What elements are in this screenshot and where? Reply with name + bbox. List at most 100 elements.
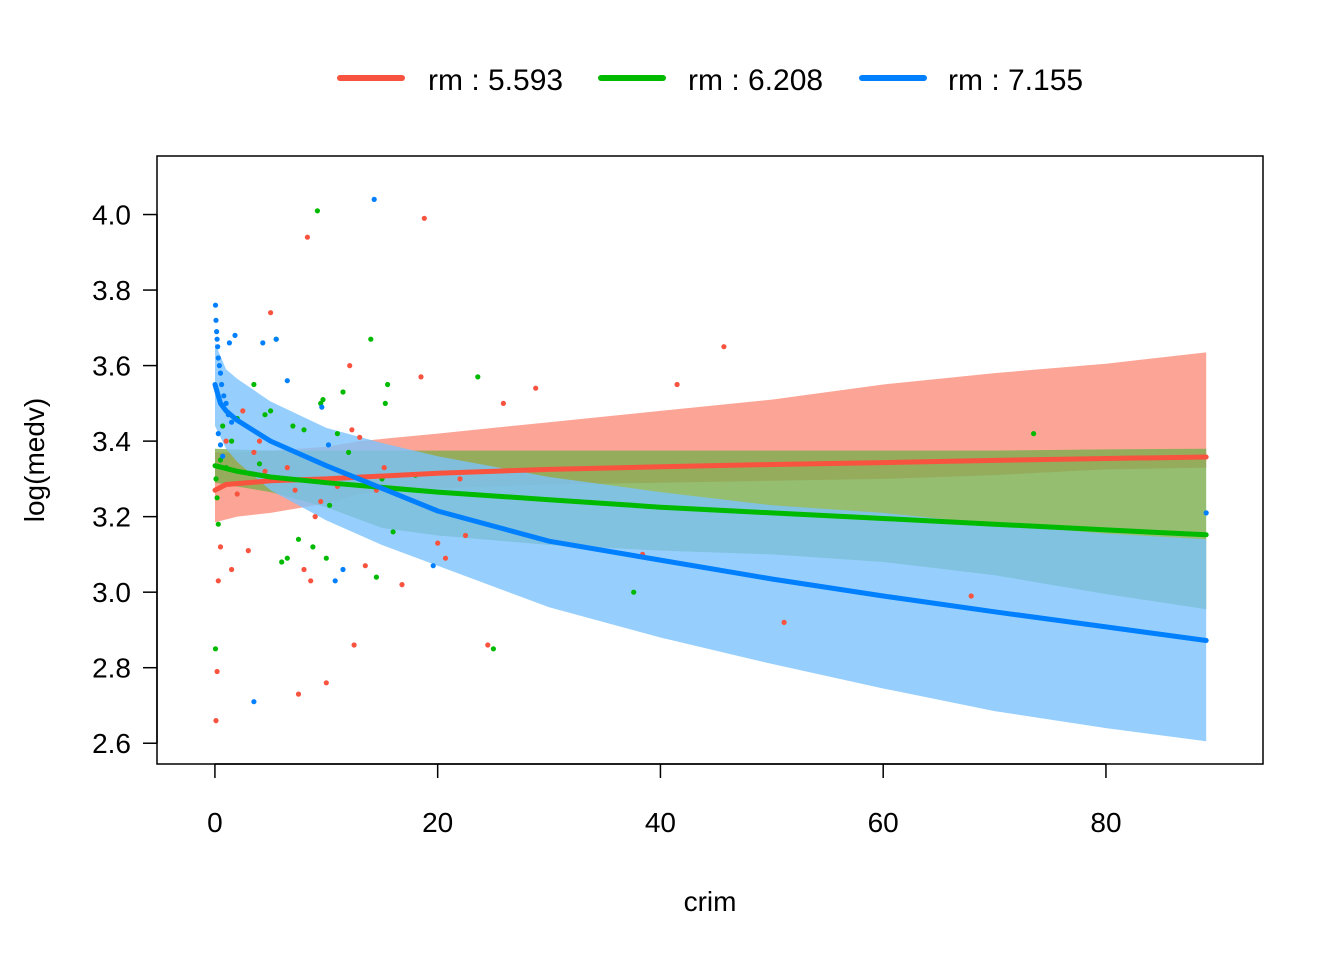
legend: rm : 5.593 rm : 6.208 rm : 7.155	[337, 64, 1083, 97]
data-point-series-3	[284, 378, 290, 384]
data-point-series-1	[213, 718, 219, 724]
data-point-series-3	[232, 332, 238, 338]
data-point-series-1	[347, 363, 353, 369]
data-point-series-2	[217, 457, 224, 463]
y-tick-label: 2.8	[92, 653, 131, 684]
legend-label-series-3: rm : 7.155	[948, 64, 1083, 97]
fit-line-series-3	[212, 382, 1209, 643]
legend-label-series-2: rm : 6.208	[688, 64, 823, 97]
data-point-series-3	[217, 442, 224, 448]
data-point-series-1	[215, 578, 221, 584]
data-point-series-2	[385, 381, 391, 388]
fit-curves	[212, 382, 1209, 643]
confidence-band-series-3	[215, 342, 1207, 742]
data-point-series-2	[373, 574, 379, 580]
confidence-bands	[215, 342, 1207, 742]
fit-line-series-1	[212, 454, 1209, 493]
fit-line-series-2	[212, 463, 1209, 538]
x-tick-label: 80	[1090, 807, 1121, 838]
data-point-series-3	[332, 578, 338, 584]
data-point-series-3	[371, 196, 377, 202]
data-point-series-1	[442, 555, 449, 561]
data-point-series-1	[240, 408, 246, 414]
data-point-series-2	[310, 544, 316, 550]
data-point-series-1	[781, 619, 787, 626]
data-point-series-1	[721, 344, 727, 350]
y-tick-label: 4.0	[92, 200, 131, 231]
data-point-series-1	[500, 400, 506, 406]
y-axis-title: log(medv)	[19, 398, 50, 522]
data-point-series-1	[349, 427, 355, 433]
y-tick-label: 3.4	[92, 426, 131, 457]
data-point-series-2	[279, 559, 285, 565]
data-point-series-2	[284, 555, 290, 561]
data-point-series-2	[475, 374, 481, 380]
data-point-series-3	[214, 336, 220, 342]
data-point-series-2	[382, 400, 388, 406]
data-point-series-2	[323, 555, 329, 561]
data-point-series-2	[301, 427, 307, 433]
y-axis: 2.6 2.8 3.0 3.2 3.4 3.6 3.8 4.0	[92, 200, 158, 759]
data-point-series-3	[229, 419, 235, 425]
data-point-series-2	[295, 536, 302, 542]
data-point-series-2	[212, 646, 219, 652]
data-point-series-2	[214, 495, 220, 501]
data-point-series-2	[320, 397, 326, 403]
data-point-series-3	[1203, 510, 1209, 516]
x-tick-label: 60	[868, 807, 899, 838]
data-point-series-1	[256, 438, 263, 444]
data-point-series-1	[533, 385, 539, 391]
data-point-series-3	[226, 340, 232, 346]
x-axis-title: crim	[684, 886, 737, 917]
x-tick-label: 40	[645, 807, 676, 838]
data-point-series-1	[295, 691, 302, 697]
data-point-series-2	[490, 646, 496, 652]
data-point-series-2	[290, 423, 296, 429]
data-point-series-3	[223, 400, 229, 406]
y-tick-label: 3.6	[92, 351, 131, 382]
data-point-series-1	[674, 381, 680, 388]
legend-label-series-1: rm : 5.593	[428, 64, 563, 97]
data-point-series-1	[399, 582, 405, 588]
data-point-series-3	[213, 317, 219, 323]
data-point-series-1	[229, 566, 235, 573]
data-point-series-3	[260, 340, 266, 346]
data-point-series-1	[312, 514, 318, 520]
data-point-series-1	[381, 465, 387, 471]
data-point-series-1	[234, 491, 240, 497]
data-point-series-2	[262, 412, 268, 418]
data-point-series-2	[346, 449, 352, 455]
x-axis: 0 20 40 60 80	[207, 763, 1122, 838]
data-point-series-1	[485, 642, 491, 648]
data-point-series-1	[462, 532, 469, 539]
data-point-series-3	[219, 381, 225, 388]
data-point-series-1	[223, 438, 229, 444]
data-point-series-1	[251, 449, 257, 455]
data-point-series-2	[340, 389, 346, 395]
data-point-series-1	[421, 215, 427, 221]
data-point-series-3	[325, 442, 332, 448]
y-tick-label: 3.8	[92, 275, 131, 306]
data-point-series-1	[214, 668, 220, 675]
data-point-series-3	[216, 363, 222, 369]
data-point-series-1	[308, 578, 314, 584]
data-point-series-3	[214, 329, 220, 335]
data-point-series-1	[323, 680, 329, 686]
data-point-series-1	[362, 563, 368, 569]
x-tick-label: 20	[422, 807, 453, 838]
data-point-series-1	[357, 434, 363, 440]
data-point-series-2	[251, 381, 257, 388]
data-point-series-3	[217, 370, 224, 376]
data-point-series-2	[256, 461, 263, 467]
y-tick-label: 2.6	[92, 728, 131, 759]
data-point-series-2	[314, 208, 320, 214]
data-point-series-2	[220, 423, 226, 429]
data-point-series-1	[262, 468, 268, 474]
data-point-series-3	[220, 453, 226, 459]
data-point-series-3	[212, 302, 219, 308]
data-point-series-3	[215, 344, 221, 350]
data-point-series-2	[368, 336, 374, 342]
x-tick-label: 0	[207, 807, 223, 838]
data-point-series-2	[1031, 431, 1037, 437]
